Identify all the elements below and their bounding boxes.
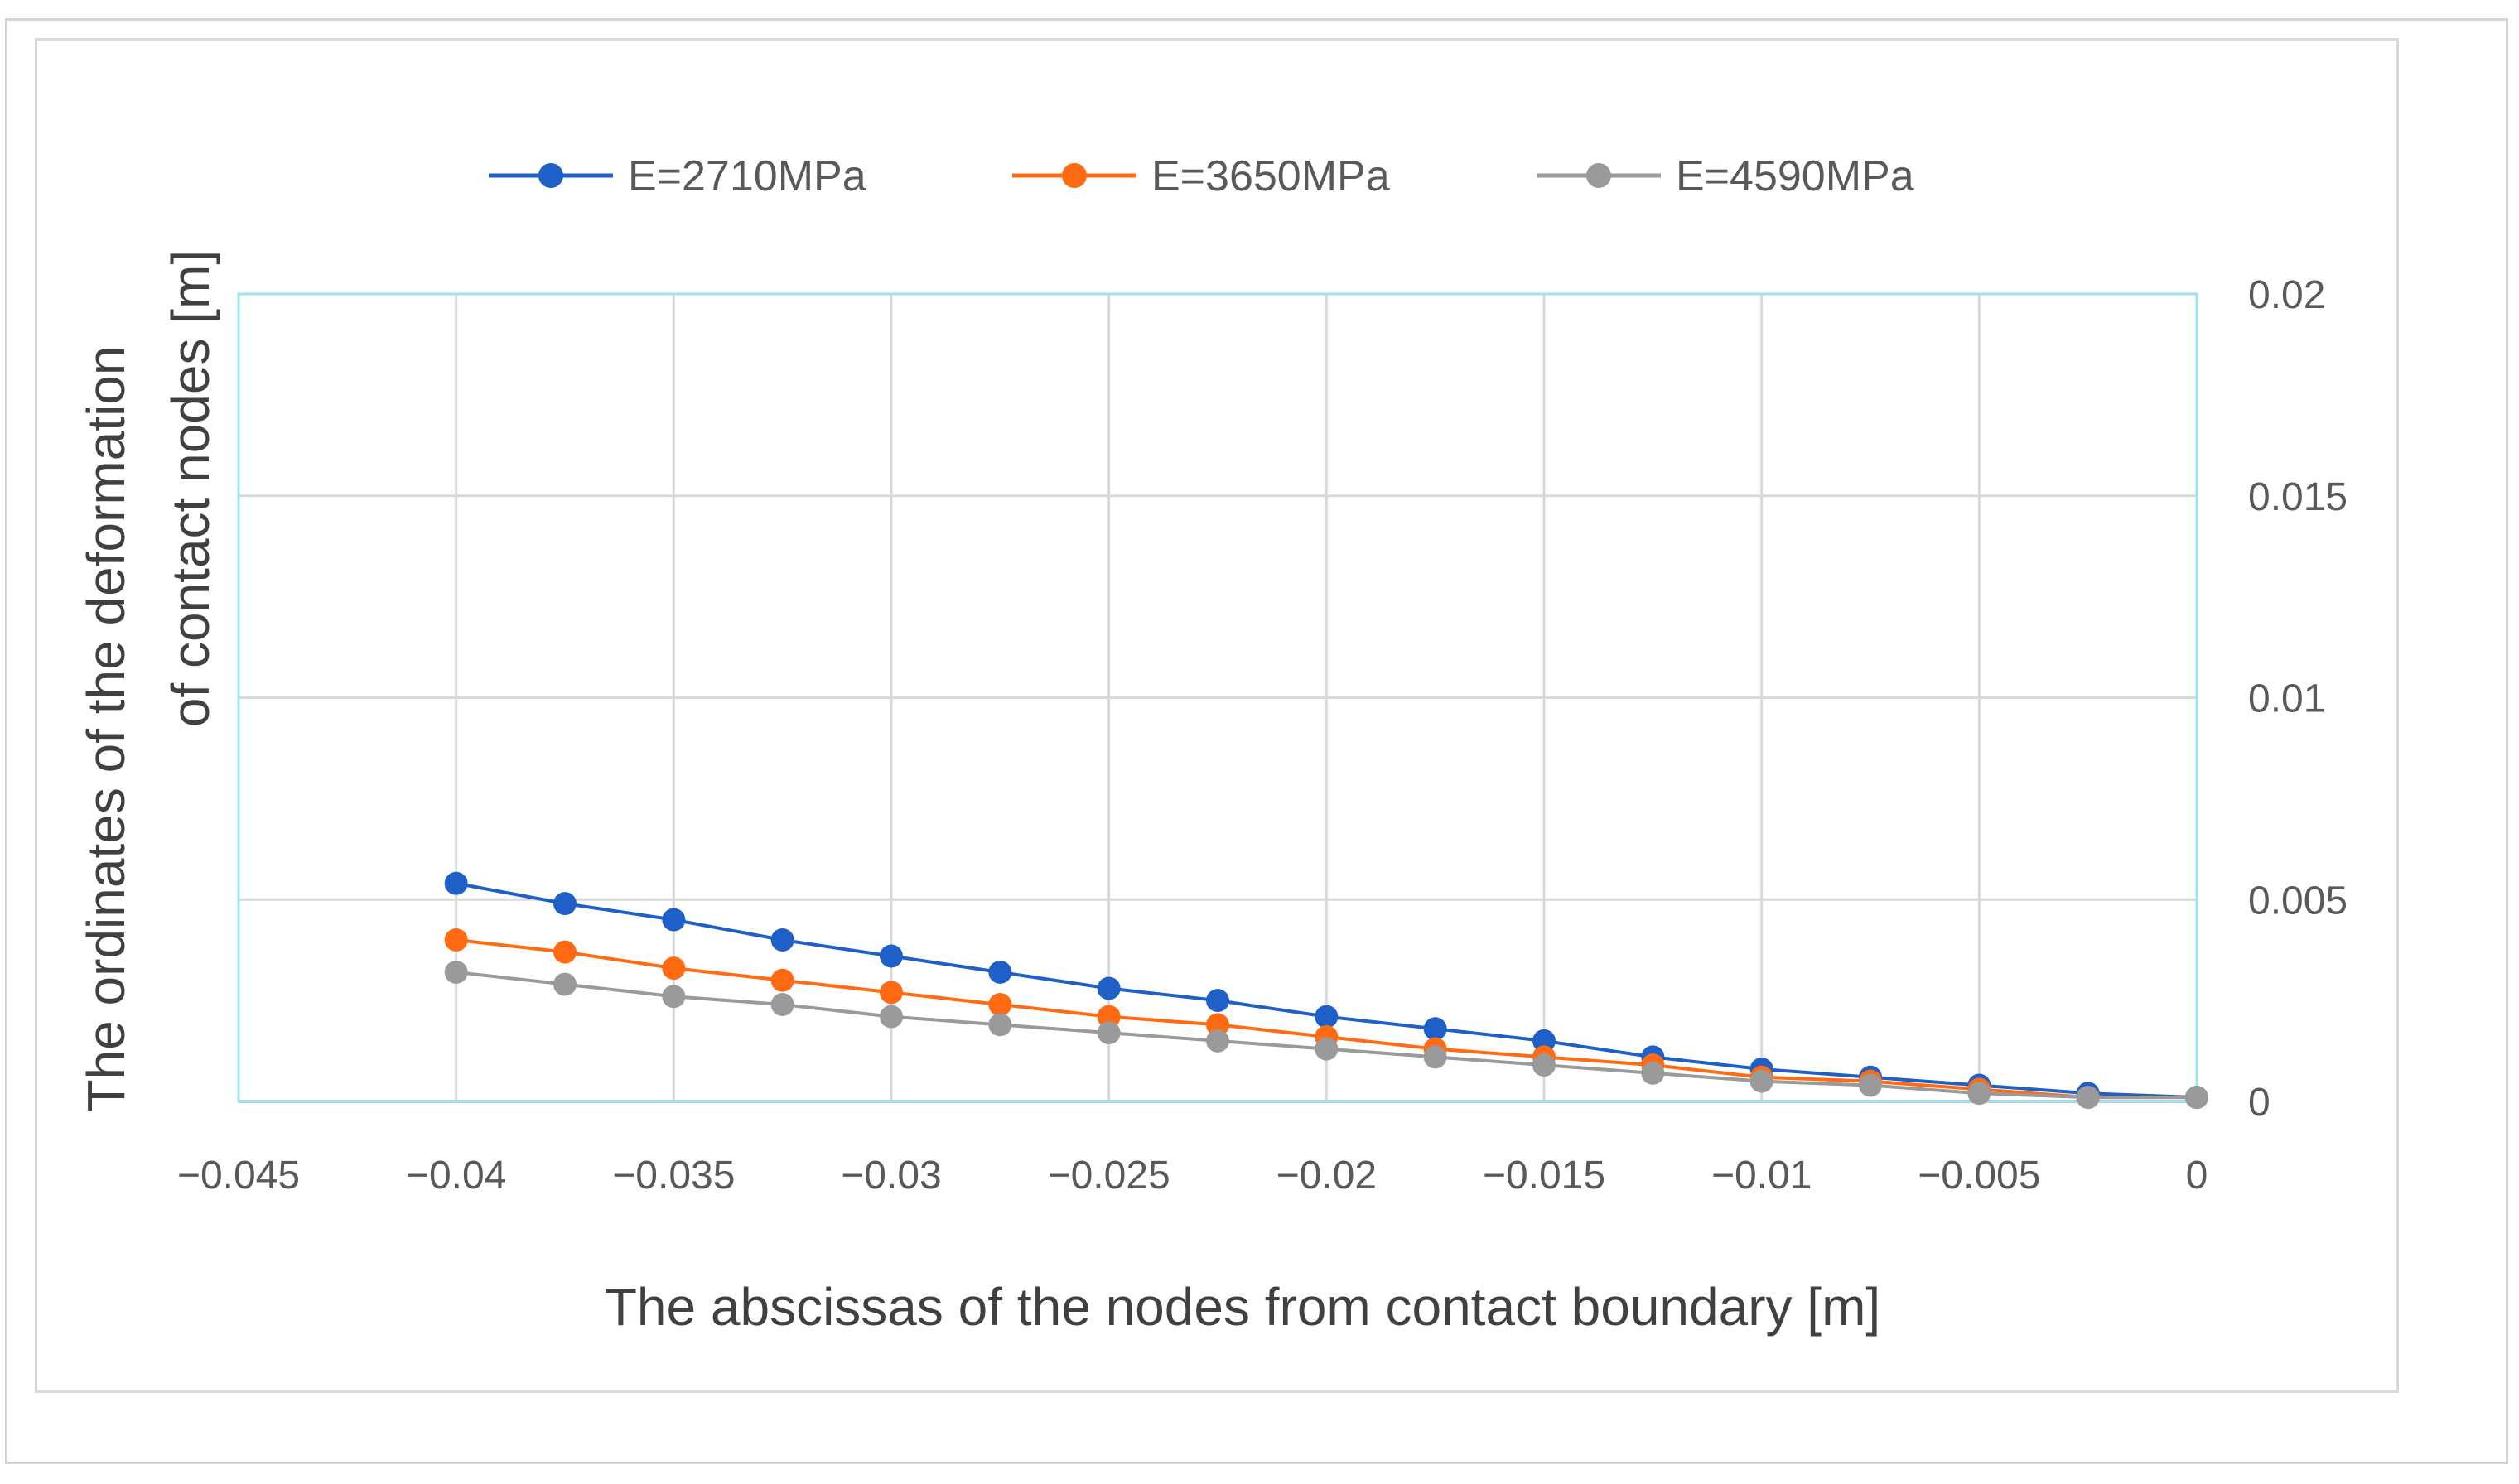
data-point	[880, 980, 903, 1005]
y-tick-label: 0.02	[2248, 273, 2325, 317]
data-point	[1206, 989, 1229, 1013]
data-point	[1097, 976, 1121, 1000]
data-point	[880, 944, 903, 968]
data-point	[1532, 1029, 1556, 1053]
data-point	[770, 993, 794, 1016]
x-tick-label: −0.025	[1048, 1154, 1170, 1197]
legend-entry: E=4590MPa	[1537, 152, 1914, 200]
data-point	[1859, 1073, 1882, 1097]
data-point	[1097, 1005, 1121, 1029]
data-point	[880, 1005, 903, 1029]
data-point	[662, 985, 686, 1009]
legend-marker	[1586, 163, 1611, 188]
data-point	[988, 961, 1012, 984]
y-axis-ticks: 0 0.005 0.01 0.015 0.02	[2248, 273, 2348, 1125]
y-tick-label: 0	[2248, 1081, 2270, 1125]
data-point	[2185, 1086, 2208, 1110]
y-tick-label: 0.015	[2248, 475, 2348, 519]
legend-marker	[538, 163, 563, 188]
data-point	[553, 892, 577, 916]
x-tick-label: −0.005	[1918, 1154, 2040, 1197]
legend-label: E=2710MPa	[628, 152, 866, 200]
x-tick-label: −0.04	[406, 1154, 506, 1197]
data-point	[1097, 1021, 1121, 1045]
series-layer	[444, 871, 2208, 1110]
x-tick-label: −0.02	[1276, 1154, 1377, 1197]
data-point	[444, 961, 468, 984]
data-point	[2076, 1086, 2100, 1110]
x-tick-label: −0.03	[841, 1154, 941, 1197]
data-point	[1315, 1005, 1339, 1029]
y-tick-label: 0.01	[2248, 677, 2325, 721]
legend: E=2710MPa E=3650MPa E=4590MPa	[489, 152, 1914, 200]
x-tick-label: −0.045	[177, 1154, 300, 1197]
data-point	[1423, 1045, 1447, 1069]
x-axis-title: The abscissas of the nodes from contact …	[605, 1277, 1880, 1337]
data-point	[662, 908, 686, 932]
x-tick-label: −0.015	[1483, 1154, 1605, 1197]
data-point	[444, 928, 468, 952]
chart-area-frame	[35, 38, 2399, 1393]
data-point	[1749, 1069, 1773, 1093]
legend-label: E=4590MPa	[1676, 152, 1914, 200]
data-point	[1532, 1053, 1556, 1077]
y-tick-label: 0.005	[2248, 879, 2348, 923]
data-point	[770, 968, 794, 992]
data-point	[553, 940, 577, 964]
y-axis-title-line2: of contact nodes [m]	[161, 250, 220, 727]
x-tick-label: −0.01	[1711, 1154, 1812, 1197]
data-point	[1641, 1061, 1665, 1085]
x-axis-ticks: −0.045 −0.04 −0.035 −0.03 −0.025 −0.02 −0.015 −…	[177, 1154, 2208, 1197]
data-point	[1967, 1082, 1991, 1106]
data-point	[1206, 1029, 1229, 1053]
plot-area-border	[237, 292, 2198, 1103]
legend-label: E=3650MPa	[1151, 152, 1390, 200]
y-axis-title-line1: The ordinates of the deformation	[76, 346, 136, 1112]
data-point	[1315, 1037, 1339, 1061]
legend-entry: E=3650MPa	[1012, 152, 1390, 200]
data-point	[1423, 1017, 1447, 1041]
data-point	[988, 993, 1012, 1016]
data-point	[553, 972, 577, 996]
data-point	[1206, 1013, 1229, 1037]
x-tick-label: 0	[2186, 1154, 2208, 1197]
series-E=4590MPa	[444, 961, 2208, 1110]
data-point	[988, 1013, 1012, 1037]
data-point	[770, 928, 794, 952]
data-point	[662, 956, 686, 980]
legend-entry: E=2710MPa	[489, 152, 866, 200]
x-tick-label: −0.035	[612, 1154, 735, 1197]
legend-marker	[1062, 163, 1087, 188]
data-point	[444, 871, 468, 895]
